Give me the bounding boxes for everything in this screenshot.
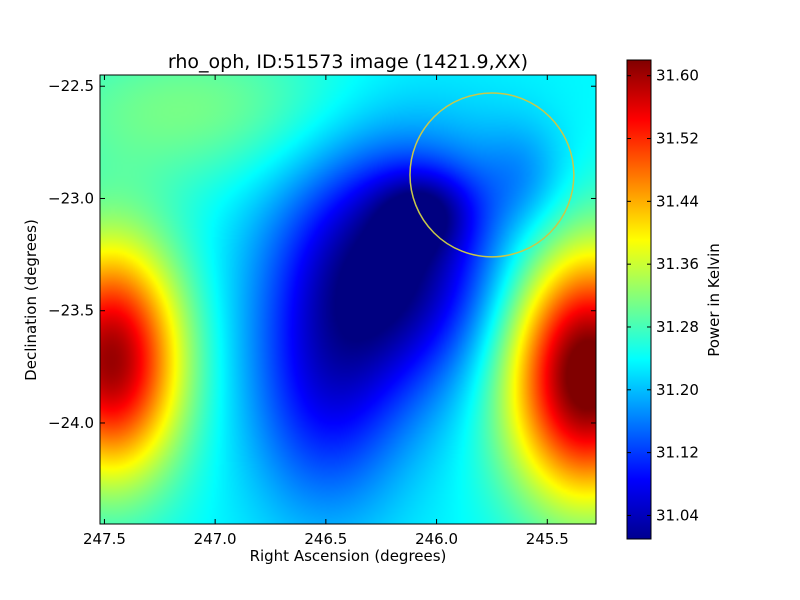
x-tick-label: 246.5 (304, 530, 347, 548)
y-tick-label: −22.5 (48, 77, 94, 95)
colorbar-gradient (627, 60, 651, 539)
y-tick-label: −23.5 (48, 302, 94, 320)
colorbar-ticks: 31.04 31.12 31.20 31.28 31.36 31.44 31.52 31.60 (627, 67, 699, 524)
x-axis: 247.5 247.0 246.5 246.0 245.5 (83, 75, 569, 548)
y-axis-label: Declination (degrees) (22, 219, 40, 381)
colorbar-tick-label: 31.20 (656, 381, 699, 399)
y-tick-label: −24.0 (48, 414, 94, 432)
colorbar-tick-label: 31.36 (656, 255, 699, 273)
x-tick-label: 245.5 (526, 530, 569, 548)
colorbar-tick-label: 31.12 (656, 444, 699, 462)
heatmap-image (100, 75, 596, 524)
colorbar-tick-label: 31.28 (656, 318, 699, 336)
colorbar-tick-label: 31.04 (656, 506, 699, 524)
colorbar-tick-label: 31.44 (656, 192, 699, 210)
y-axis: −22.5 −23.0 −23.5 −24.0 (48, 77, 596, 432)
colorbar-tick-label: 31.60 (656, 67, 699, 85)
x-tick-label: 246.0 (415, 530, 458, 548)
x-tick-label: 247.5 (83, 530, 126, 548)
plot-area (99, 74, 597, 525)
plot-frame (99, 74, 597, 525)
chart-title: rho_oph, ID:51573 image (1421.9,XX) (168, 51, 528, 73)
colorbar-label: Power in Kelvin (705, 243, 723, 357)
colorbar: 31.04 31.12 31.20 31.28 31.36 31.44 31.52 31.60… (626, 59, 723, 540)
y-tick-label: −23.0 (48, 189, 94, 207)
highlight-circle (409, 92, 575, 258)
x-tick-label: 247.0 (194, 530, 237, 548)
x-axis-label: Right Ascension (degrees) (250, 547, 447, 565)
colorbar-frame (626, 59, 652, 540)
colorbar-tick-label: 31.52 (656, 130, 699, 148)
